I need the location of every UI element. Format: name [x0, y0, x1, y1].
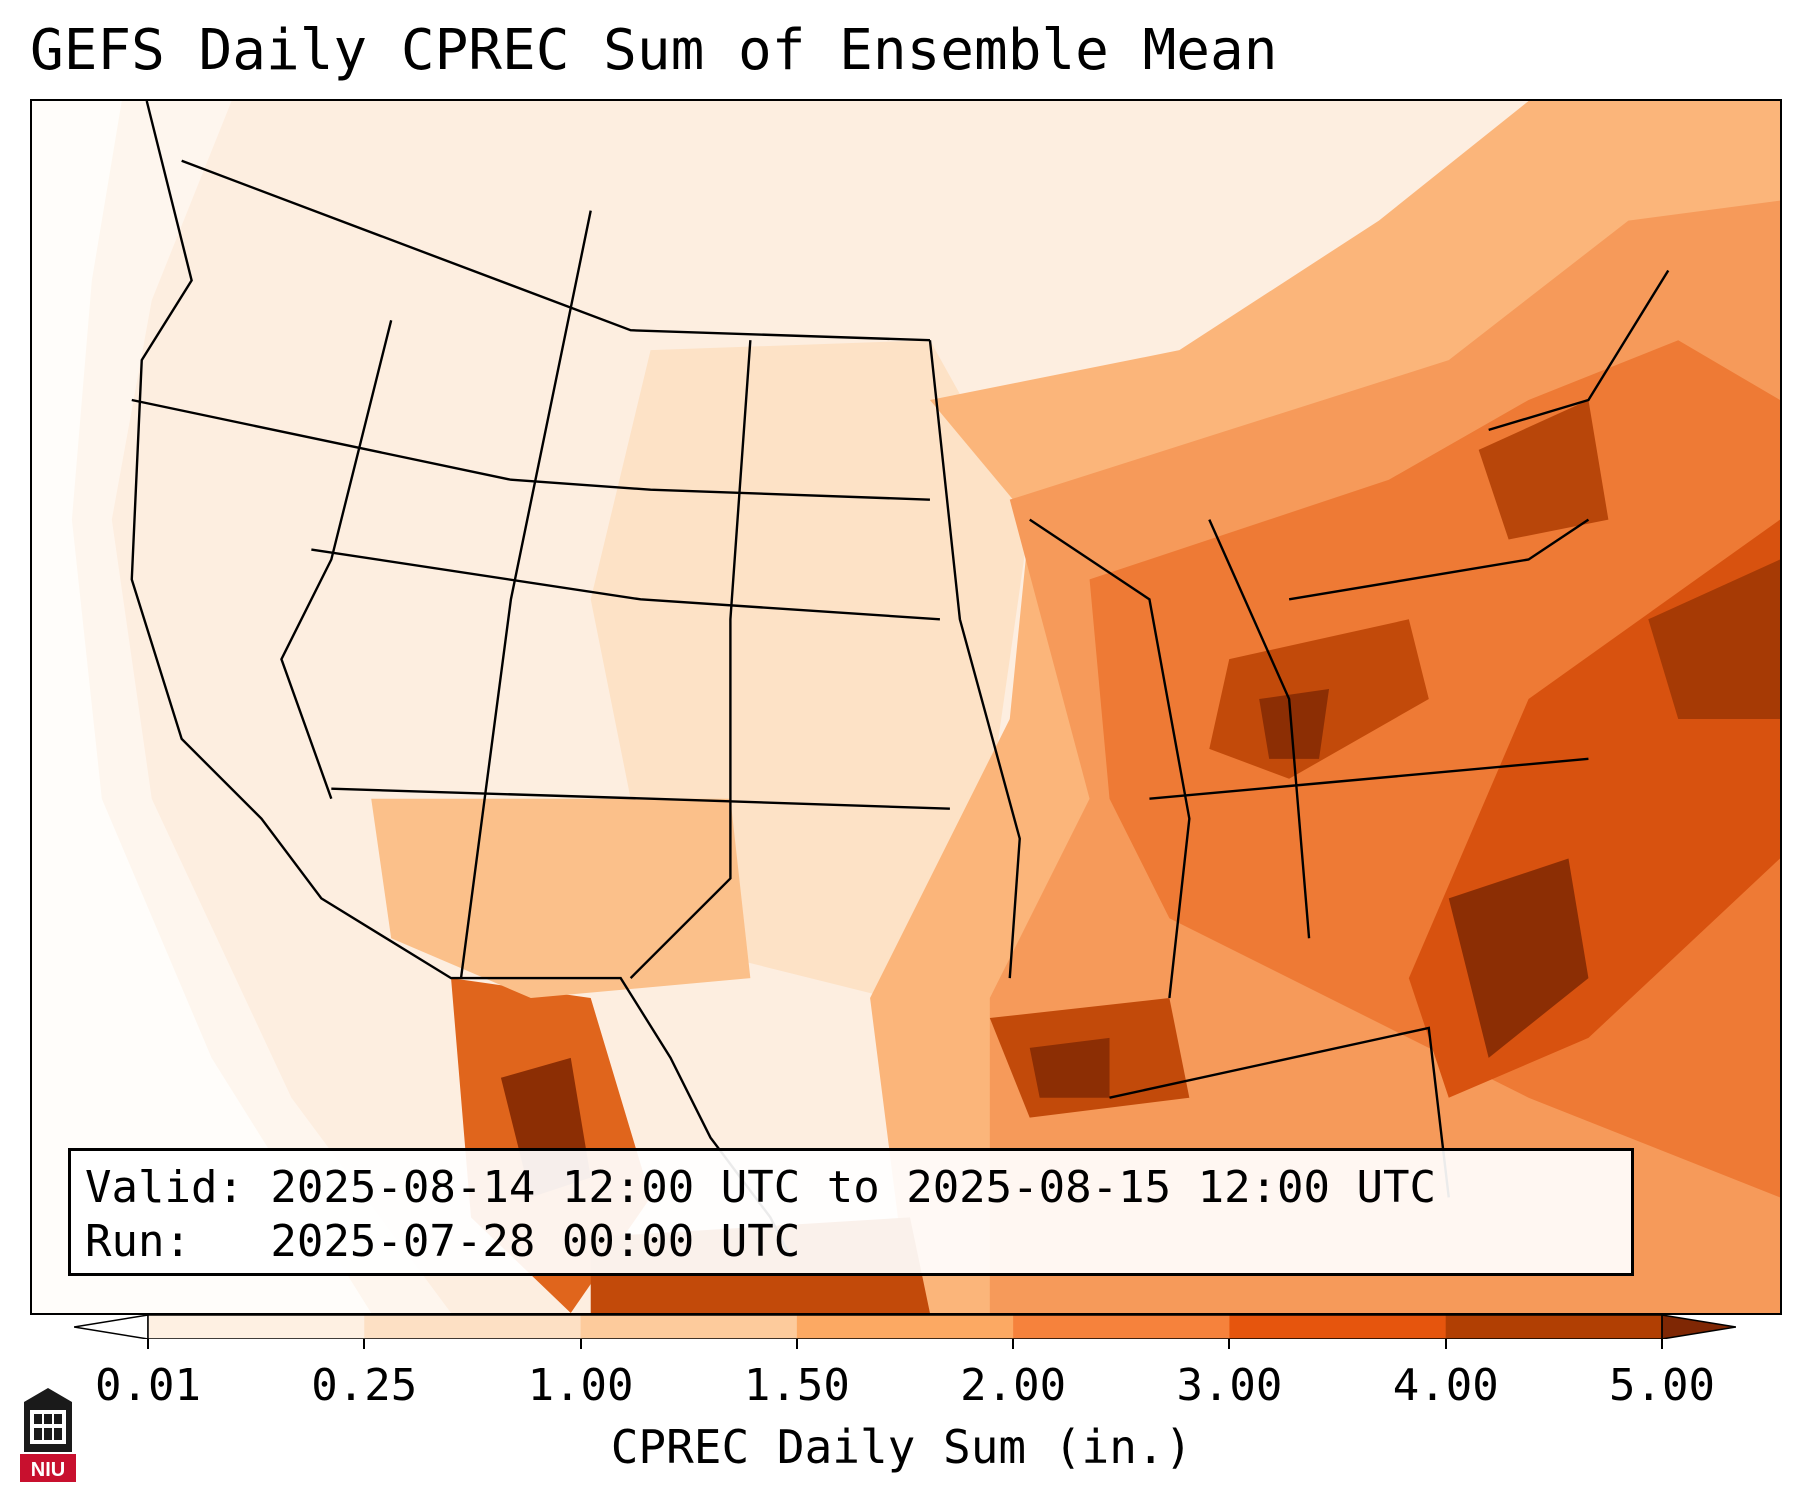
colorbar-segment	[364, 1315, 582, 1339]
southern-plains-line	[331, 787, 950, 810]
colorbar-over-triangle	[1661, 1315, 1736, 1339]
precip-map	[32, 101, 1780, 1313]
colorbar-segment	[580, 1315, 798, 1339]
niu-logo: NIU	[20, 1388, 76, 1482]
atlantic-core	[1648, 559, 1780, 719]
mississippi-line	[1029, 518, 1191, 999]
canada-border	[181, 159, 930, 342]
atlantic-dark-cell	[1448, 858, 1589, 1058]
ny-cell	[1478, 400, 1609, 540]
northern-states-line	[131, 398, 930, 501]
colorbar-outline	[147, 1315, 1663, 1339]
colorbar-tick-mark	[1444, 1339, 1447, 1349]
colorbar-tick-label: 0.25	[311, 1360, 418, 1411]
colorbar-tick-mark	[1012, 1339, 1015, 1349]
front-range-line	[629, 340, 752, 979]
colorbar-tick-label: 0.01	[95, 1360, 201, 1411]
map-panel: Valid: 2025-08-14 12:00 UTC to 2025-08-1…	[30, 99, 1782, 1315]
colorbar-tick-mark	[579, 1339, 582, 1349]
colorbar-tick-mark	[1228, 1339, 1231, 1349]
rockies-line	[459, 210, 592, 979]
colorbar-tick-label: 5.00	[1609, 1360, 1715, 1411]
new-england-line	[1488, 269, 1670, 432]
colorbar-segment	[148, 1315, 365, 1339]
logo-text: NIU	[31, 1459, 65, 1481]
western-boundary	[130, 101, 792, 1258]
run-time-text: Run: 2025-07-28 00:00 UTC	[85, 1216, 801, 1267]
colorbar-tick-label: 1.00	[527, 1360, 634, 1411]
colorbar-tick-label: 4.00	[1392, 1360, 1499, 1411]
idaho-nevada-line	[280, 319, 393, 800]
state-boundaries	[130, 101, 1670, 1258]
colorbar-tick-label: 1.50	[743, 1360, 850, 1411]
gulf-dark-cell	[1029, 1037, 1110, 1098]
colorbar-tick-mark	[147, 1339, 149, 1349]
colorbar-tick-label: 3.00	[1176, 1360, 1283, 1411]
colorbar-tick-mark	[1661, 1339, 1663, 1349]
valid-run-info-box: Valid: 2025-08-14 12:00 UTC to 2025-08-1…	[68, 1148, 1634, 1276]
colorbar-segment	[1445, 1315, 1663, 1339]
colorbar	[74, 1315, 1736, 1339]
missouri-line	[928, 340, 1021, 979]
colorbar-tick-mark	[795, 1339, 798, 1349]
central-states-line	[311, 548, 941, 621]
colorbar-under-triangle	[74, 1315, 149, 1339]
colorbar-segment	[1013, 1315, 1230, 1339]
colorbar-segments	[148, 1315, 1663, 1339]
colorbar-label: CPREC Daily Sum (in.)	[610, 1420, 1193, 1474]
valid-time-text: Valid: 2025-08-14 12:00 UTC to 2025-08-1…	[85, 1162, 1437, 1213]
tennessee-line	[1149, 757, 1589, 800]
logo-band	[20, 1454, 76, 1482]
map-title: GEFS Daily CPREC Sum of Ensemble Mean	[30, 18, 1278, 83]
colorbar-segment	[796, 1315, 1014, 1339]
pennsylvania-line	[1288, 518, 1590, 601]
kentucky-dark-cell	[1259, 689, 1330, 759]
white-west-region	[32, 101, 372, 1313]
colorbar-tick-label: 2.00	[960, 1360, 1067, 1411]
indiana-alabama-line	[1208, 519, 1311, 939]
gulf-coast-line	[1109, 1026, 1450, 1198]
colorbar-segment	[1229, 1315, 1447, 1339]
colorbar-tick-mark	[363, 1339, 366, 1349]
